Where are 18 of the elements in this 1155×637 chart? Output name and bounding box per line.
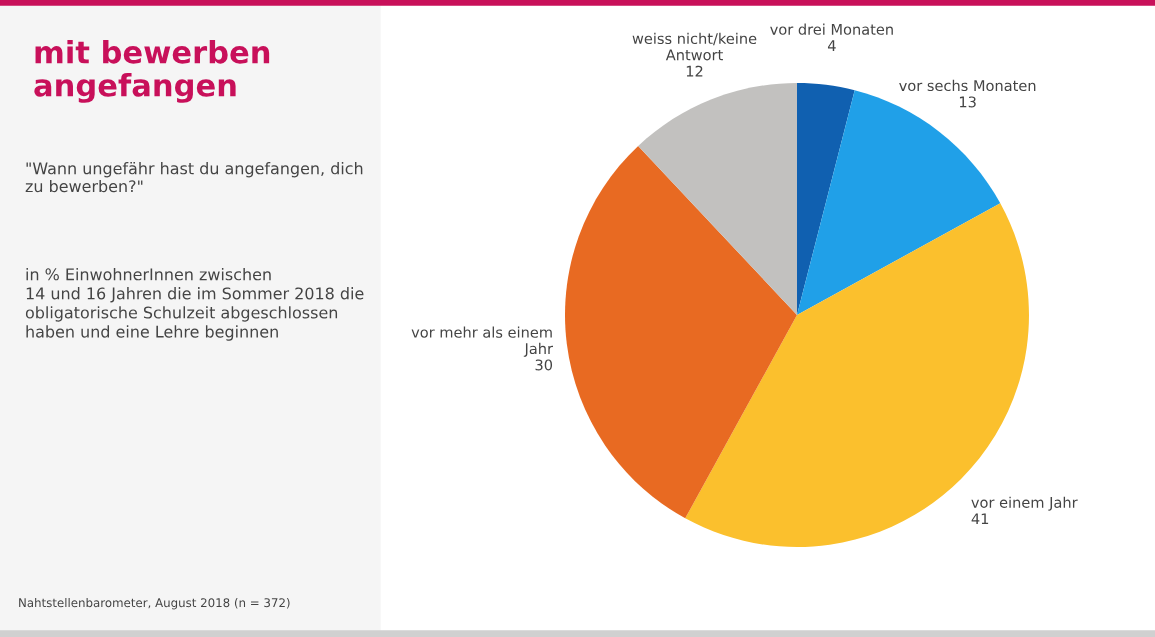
slice-label: vor drei Monaten [770, 23, 893, 35]
slice-label: vor mehr als einem Jahr [411, 326, 554, 357]
data-label: 41 [971, 513, 989, 525]
data-label: 4 [827, 40, 836, 51]
data-label: 30 [535, 359, 553, 371]
pie-slice [565, 145, 797, 519]
text: "Wann ungefähr hast du angefangen, dich zu bewerben?" [25, 162, 363, 193]
slice-label: vor einem Jahr [971, 496, 1078, 511]
text: Nahtstellenbarometer, August 2018 (n = 372) [19, 598, 290, 610]
pie-slice [797, 83, 855, 315]
text: in % EinwohnerInnen zwischen 14 und 16 Jahren die im Sommer 2018 die obligatorische Schulzeit abgeschlossen haben und eine Lehre beginnen [25, 268, 364, 341]
data-label: 13 [959, 96, 976, 108]
data-label: 12 [686, 65, 703, 77]
pie-slice [638, 83, 797, 315]
pie-slice [797, 90, 1001, 315]
slice-label: weiss nicht/keine Antwort [632, 32, 757, 61]
text: mit bewerben angefangen [34, 40, 270, 103]
slice-label: vor sechs Monaten [899, 79, 1036, 92]
